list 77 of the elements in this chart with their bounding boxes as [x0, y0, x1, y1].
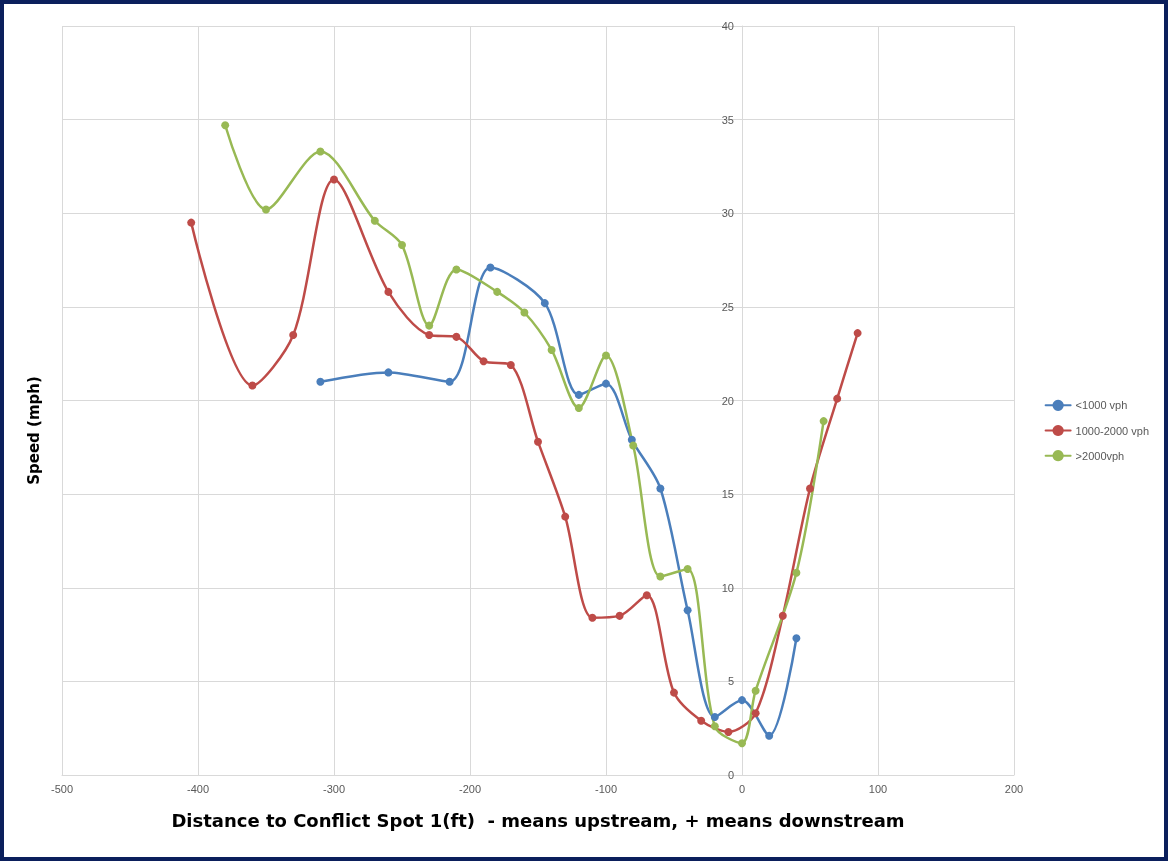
point	[540, 299, 549, 308]
point	[853, 329, 862, 338]
point	[751, 686, 760, 695]
point	[452, 332, 461, 341]
x-tick-label: 100	[868, 782, 888, 795]
point	[425, 330, 434, 339]
point	[330, 175, 338, 184]
y-tick-label: 5	[727, 675, 734, 688]
point	[602, 379, 610, 388]
legend-label: 1000-2000 vph	[1075, 424, 1150, 437]
point	[262, 205, 270, 214]
point	[486, 263, 495, 272]
point	[479, 357, 488, 366]
point	[574, 390, 583, 399]
point	[493, 287, 502, 296]
point	[656, 572, 665, 581]
point	[384, 287, 393, 296]
y-axis-title: Speed (mph)	[24, 376, 43, 485]
legend-label: >2000vph	[1075, 449, 1125, 462]
point	[738, 696, 746, 705]
point	[724, 727, 733, 736]
x-tick-label: 0	[738, 782, 746, 795]
point	[819, 417, 828, 426]
y-tick-label: 15	[721, 488, 734, 501]
point	[642, 591, 651, 600]
legend-label: <1000 vph	[1075, 399, 1128, 412]
point	[806, 484, 814, 493]
point	[738, 739, 746, 748]
point	[384, 368, 393, 377]
point	[792, 568, 801, 577]
point	[534, 437, 542, 446]
x-tick-label: -400	[186, 782, 210, 795]
point	[452, 265, 461, 274]
x-tick-label: -500	[50, 782, 74, 795]
y-tick-label: 20	[721, 394, 734, 407]
point	[425, 321, 434, 330]
point	[629, 441, 638, 450]
point	[670, 688, 678, 697]
point	[370, 216, 379, 225]
point	[751, 709, 760, 718]
y-tick-label: 10	[721, 581, 734, 594]
point	[710, 712, 719, 721]
point	[615, 611, 624, 620]
point	[683, 565, 692, 574]
point	[778, 611, 787, 620]
point	[520, 308, 529, 317]
y-tick-label: 35	[721, 113, 734, 126]
point	[289, 330, 298, 339]
point	[221, 121, 230, 130]
point	[792, 634, 801, 643]
y-tick-label: 40	[721, 20, 734, 32]
y-tick-label: 30	[721, 207, 734, 220]
y-tick-label: 0	[727, 769, 734, 781]
x-tick-label: 200	[1004, 782, 1024, 795]
point	[187, 218, 196, 227]
point	[398, 241, 406, 250]
point	[588, 613, 597, 622]
point	[574, 403, 583, 412]
point	[710, 722, 719, 731]
point	[656, 484, 665, 493]
x-tick-label: -200	[458, 782, 482, 795]
point	[833, 394, 842, 403]
point	[697, 716, 706, 725]
point	[445, 377, 454, 386]
point	[316, 147, 325, 156]
point	[765, 731, 774, 740]
point	[602, 351, 610, 360]
point	[506, 360, 515, 369]
point	[316, 377, 325, 386]
point	[248, 381, 257, 390]
point	[683, 606, 692, 615]
x-tick-label: -100	[594, 782, 618, 795]
y-tick-label: 25	[721, 300, 734, 313]
point	[547, 345, 556, 354]
point	[561, 512, 570, 521]
x-tick-label: -300	[322, 782, 346, 795]
x-axis-title: Distance to Conflict Spot 1(ft) - means upstream, + means downstream	[171, 809, 905, 831]
